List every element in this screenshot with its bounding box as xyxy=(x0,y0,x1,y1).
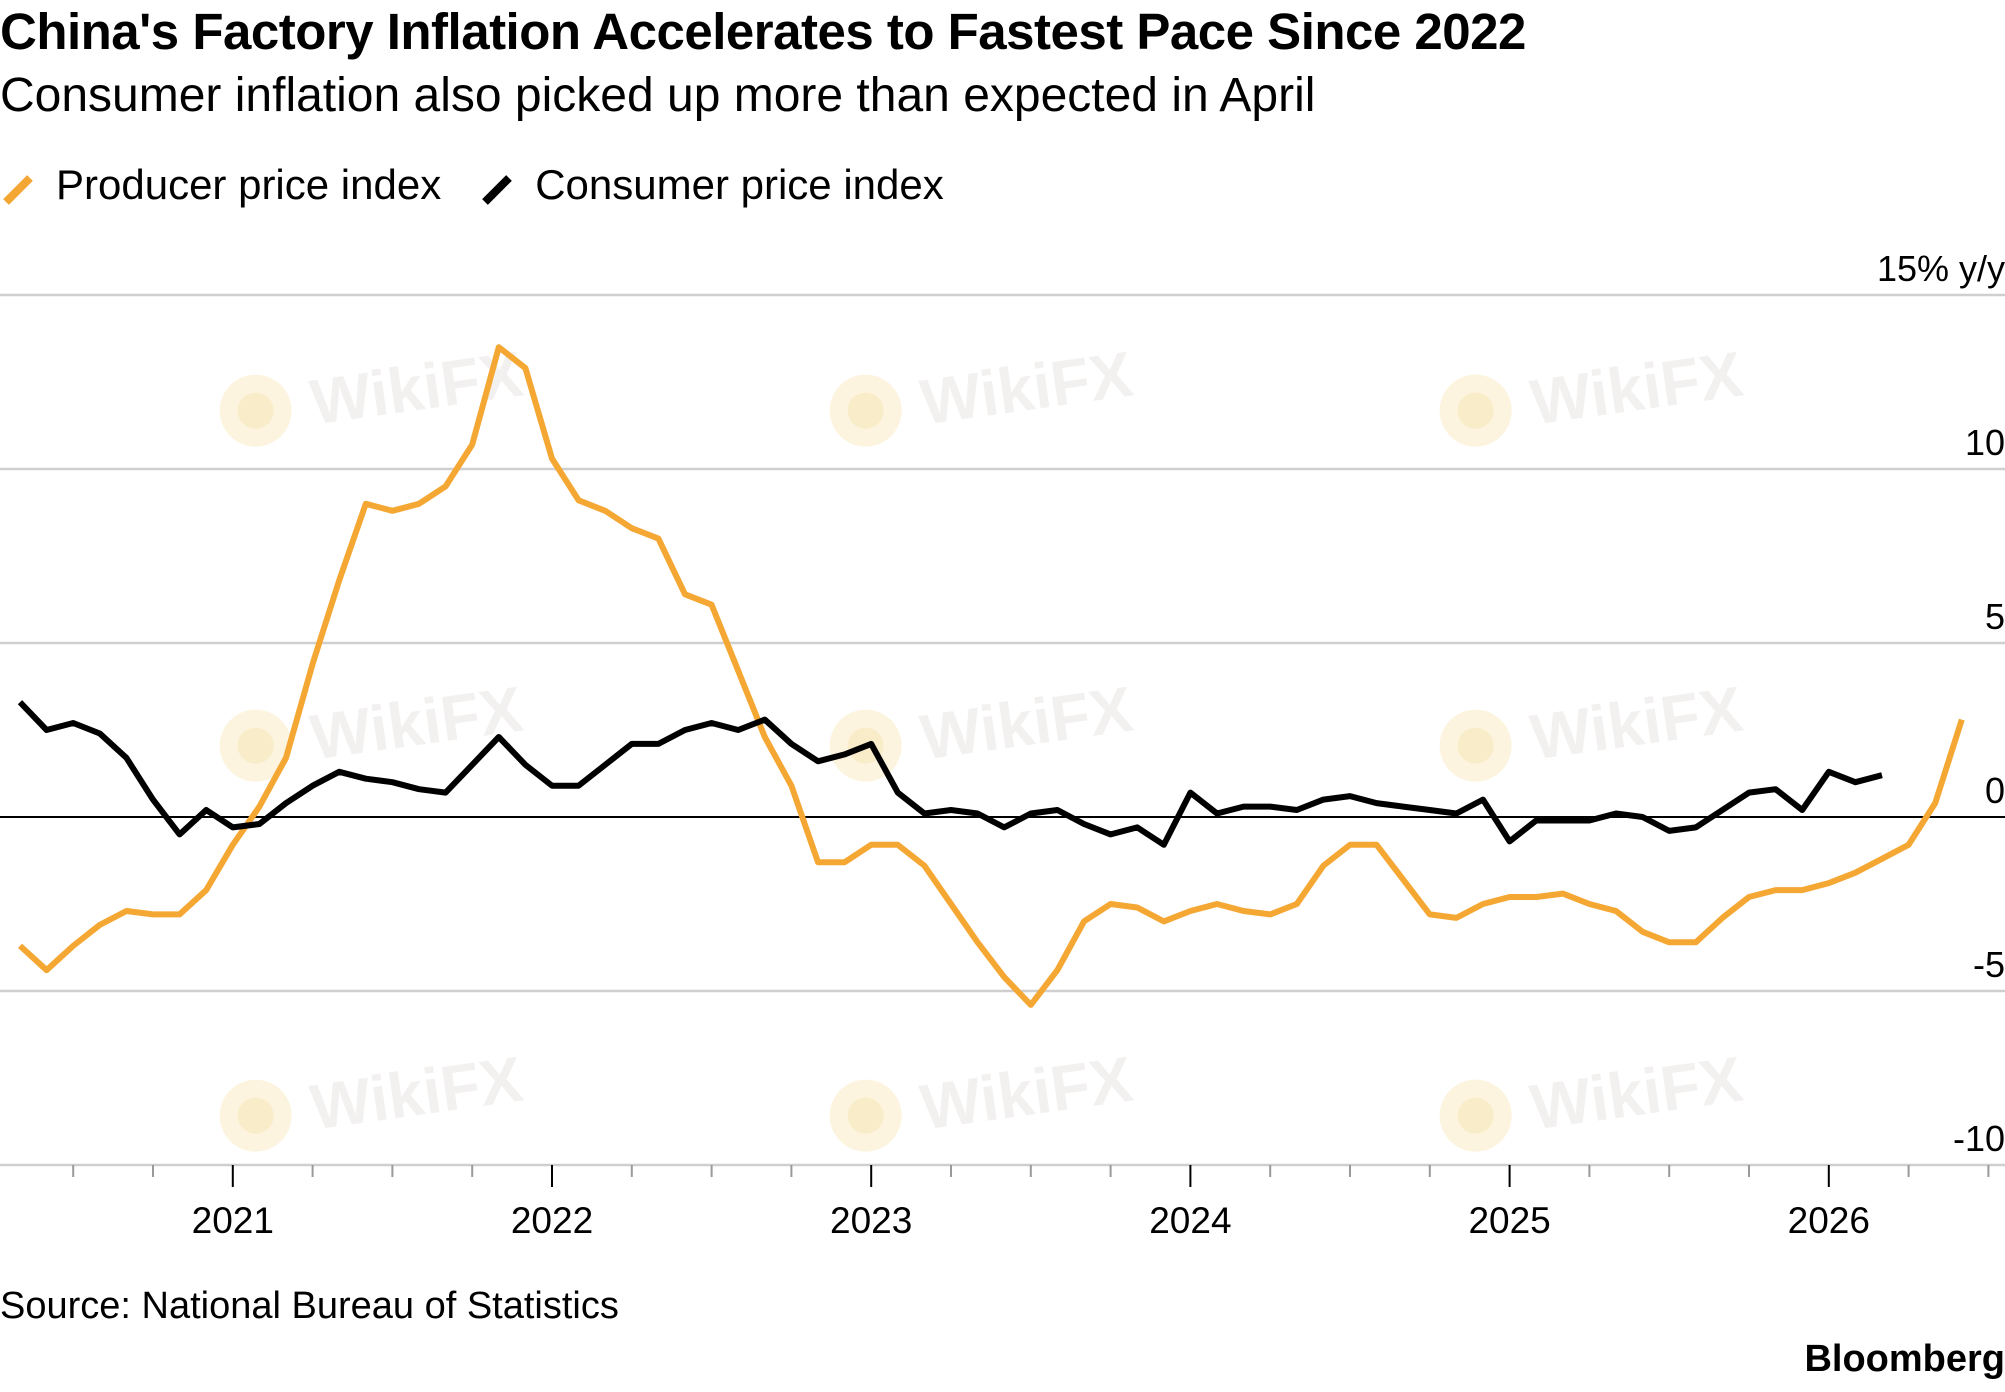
y-tick-label: 15% y/y xyxy=(1877,248,2005,289)
watermark-text: WikiFX xyxy=(916,673,1137,774)
wikifx-logo-icon-inner xyxy=(1457,392,1494,429)
watermark-text: WikiFX xyxy=(306,673,527,774)
series-line-ppi xyxy=(17,344,1965,1008)
watermark-text: WikiFX xyxy=(306,1043,527,1144)
watermark: WikiFX xyxy=(1439,1043,1747,1152)
watermark-layer: WikiFX WikiFX WikiFX WikiFX WikiFX WikiFX Wiki… xyxy=(219,338,1747,1152)
legend-label-cpi: Consumer price index xyxy=(535,161,944,208)
legend-swatch-cpi xyxy=(482,175,513,205)
watermark: WikiFX xyxy=(219,673,527,782)
watermark: WikiFX xyxy=(219,1043,527,1152)
watermark: WikiFX xyxy=(219,338,527,447)
legend-item-cpi: Consumer price index xyxy=(479,161,944,209)
y-tick-label: 10 xyxy=(1965,422,2005,463)
wikifx-logo-icon-inner xyxy=(237,727,274,764)
series-line-cpi xyxy=(17,700,1883,848)
x-tick-label: 2026 xyxy=(1788,1200,1870,1241)
wikifx-logo-icon-inner xyxy=(237,392,274,429)
source-note: Source: National Bureau of Statistics xyxy=(0,1285,619,1327)
y-tick-label: -5 xyxy=(1973,944,2005,985)
wikifx-logo-icon-inner xyxy=(237,1097,274,1134)
y-tick-label: 5 xyxy=(1985,596,2005,637)
wikifx-logo-icon-inner xyxy=(1457,727,1494,764)
chart-legend: Producer price index Consumer price inde… xyxy=(0,160,982,210)
watermark-text: WikiFX xyxy=(1526,673,1747,774)
x-tick-label: 2022 xyxy=(511,1200,593,1241)
x-tick-label: 2021 xyxy=(192,1200,274,1241)
x-tick-label: 2024 xyxy=(1149,1200,1231,1241)
wikifx-logo-icon-inner xyxy=(847,1097,884,1134)
watermark-text: WikiFX xyxy=(916,338,1137,439)
legend-item-ppi: Producer price index xyxy=(0,161,441,209)
watermark: WikiFX xyxy=(1439,338,1747,447)
wikifx-logo-icon-inner xyxy=(1457,1097,1494,1134)
watermark: WikiFX xyxy=(829,338,1137,447)
watermark-text: WikiFX xyxy=(1526,338,1747,439)
watermark-text: WikiFX xyxy=(916,1043,1137,1144)
y-tick-label: -10 xyxy=(1953,1118,2005,1159)
x-tick-label: 2025 xyxy=(1468,1200,1550,1241)
chart-subtitle: Consumer inflation also picked up more t… xyxy=(0,69,1316,122)
watermark: WikiFX xyxy=(829,1043,1137,1152)
watermark-text: WikiFX xyxy=(1526,1043,1747,1144)
brand-logo: Bloomberg xyxy=(1804,1338,2005,1380)
x-tick-label: 2023 xyxy=(830,1200,912,1241)
watermark: WikiFX xyxy=(1439,673,1747,782)
watermark: WikiFX xyxy=(829,673,1137,782)
watermark-text: WikiFX xyxy=(306,338,527,439)
wikifx-logo-icon-inner xyxy=(847,392,884,429)
legend-swatch-ppi xyxy=(3,175,33,205)
legend-label-ppi: Producer price index xyxy=(56,161,442,208)
y-tick-label: 0 xyxy=(1985,770,2005,811)
chart-title: China's Factory Inflation Accelerates to… xyxy=(0,3,1526,60)
